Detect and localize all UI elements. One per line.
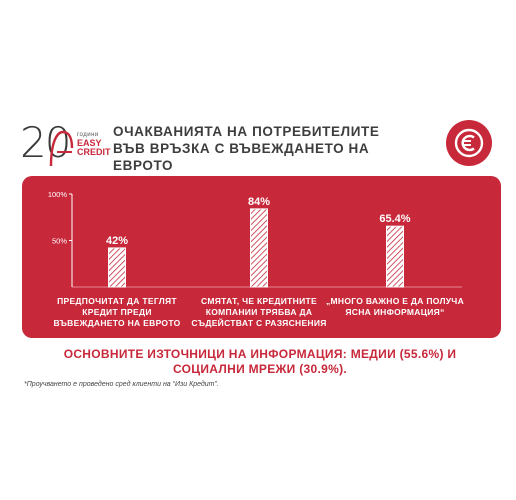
footnote: *Проучването е проведено сред клиенти на… [24, 381, 219, 388]
logo-arc-icon [49, 130, 74, 167]
logo: 20 години EASY CREDIT [20, 120, 140, 170]
y-tick-label-1: 100% [48, 190, 68, 199]
sources-line: ОСНОВНИТЕ ИЗТОЧНИЦИ НА ИНФОРМАЦИЯ: МЕДИИ… [63, 347, 457, 376]
bar-value-label-2: 84% [248, 196, 270, 208]
bar-3 [386, 225, 404, 288]
page-title: ОЧАКВАНИЯТА НА ПОТРЕБИТЕЛИТЕ ВЪВ ВРЪЗКА … [113, 124, 380, 173]
category-label-2: СМЯТАТ, ЧЕ КРЕДИТНИТЕ КОМПАНИИ ТРЯБВА ДА… [191, 296, 327, 328]
bar-1 [108, 247, 126, 288]
category-label-1: ПРЕДПОЧИТАТ ДА ТЕГЛЯТ КРЕДИТ ПРЕДИ ВЪВЕЖ… [53, 296, 181, 328]
bar-2 [250, 208, 268, 288]
bar-chart: 100% 50% 42% 84% 65.4% [48, 190, 462, 288]
category-label-3: „МНОГО ВАЖНО Е ДА ПОЛУЧА ЯСНА ИНФОРМАЦИЯ… [325, 296, 465, 317]
euro-icon [454, 128, 484, 158]
logo-number: 20 [20, 118, 71, 167]
logo-brand-line2: CREDIT [77, 147, 111, 157]
logo-brand-line1: EASY [77, 138, 102, 148]
logo-brand: EASY CREDIT [77, 139, 111, 157]
bar-value-label-1: 42% [106, 235, 128, 247]
euro-badge [446, 120, 492, 166]
chart-panel: 100% 50% 42% 84% 65.4% ПРЕДПОЧИТАТ ДА ТЕГЛЯТ… [22, 176, 501, 338]
bar-value-label-3: 65.4% [379, 213, 410, 225]
y-tick-label-2: 50% [52, 237, 67, 246]
logo-years: години [77, 132, 99, 138]
